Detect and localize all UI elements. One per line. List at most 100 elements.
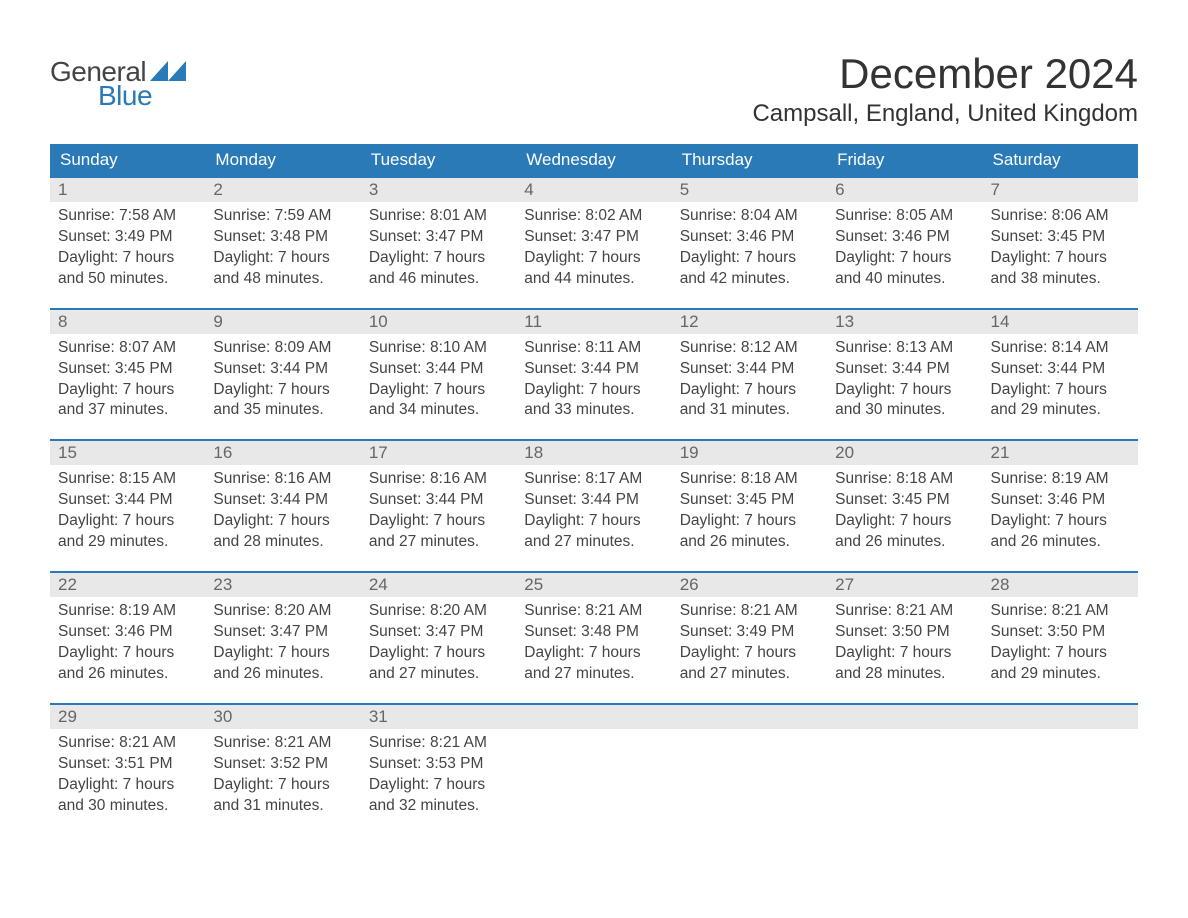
week-row: 8Sunrise: 8:07 AMSunset: 3:45 PMDaylight…: [50, 308, 1138, 428]
day-empty: [827, 705, 982, 823]
day-number: 24: [361, 573, 516, 597]
header: General Blue December 2024 Campsall, Eng…: [50, 50, 1138, 138]
day-number: 30: [205, 705, 360, 729]
day-sunrise: Sunrise: 8:21 AM: [58, 733, 197, 754]
day-body: Sunrise: 8:09 AMSunset: 3:44 PMDaylight:…: [205, 334, 360, 422]
day-cell: 29Sunrise: 8:21 AMSunset: 3:51 PMDayligh…: [50, 705, 205, 823]
day-cell: 19Sunrise: 8:18 AMSunset: 3:45 PMDayligh…: [672, 441, 827, 559]
day-body: Sunrise: 7:59 AMSunset: 3:48 PMDaylight:…: [205, 202, 360, 290]
day-daylight1: Daylight: 7 hours: [835, 511, 974, 532]
day-daylight2: and 26 minutes.: [835, 532, 974, 553]
day-cell: 26Sunrise: 8:21 AMSunset: 3:49 PMDayligh…: [672, 573, 827, 691]
day-sunset: Sunset: 3:46 PM: [835, 227, 974, 248]
day-body: Sunrise: 8:14 AMSunset: 3:44 PMDaylight:…: [983, 334, 1138, 422]
day-daylight2: and 26 minutes.: [213, 664, 352, 685]
day-daylight1: Daylight: 7 hours: [991, 643, 1130, 664]
day-number: 29: [50, 705, 205, 729]
dow-friday: Friday: [827, 144, 982, 176]
day-sunset: Sunset: 3:46 PM: [58, 622, 197, 643]
day-number: [516, 705, 671, 729]
day-body: Sunrise: 8:18 AMSunset: 3:45 PMDaylight:…: [672, 465, 827, 553]
day-body: Sunrise: 8:17 AMSunset: 3:44 PMDaylight:…: [516, 465, 671, 553]
day-daylight1: Daylight: 7 hours: [213, 775, 352, 796]
day-cell: 6Sunrise: 8:05 AMSunset: 3:46 PMDaylight…: [827, 178, 982, 296]
day-daylight2: and 27 minutes.: [524, 664, 663, 685]
day-daylight1: Daylight: 7 hours: [213, 380, 352, 401]
day-daylight1: Daylight: 7 hours: [58, 775, 197, 796]
brand-blue: Blue: [98, 80, 152, 112]
day-daylight1: Daylight: 7 hours: [524, 511, 663, 532]
day-sunset: Sunset: 3:44 PM: [524, 490, 663, 511]
day-number: 16: [205, 441, 360, 465]
day-sunset: Sunset: 3:44 PM: [991, 359, 1130, 380]
day-body: Sunrise: 8:05 AMSunset: 3:46 PMDaylight:…: [827, 202, 982, 290]
day-cell: 24Sunrise: 8:20 AMSunset: 3:47 PMDayligh…: [361, 573, 516, 691]
day-cell: 13Sunrise: 8:13 AMSunset: 3:44 PMDayligh…: [827, 310, 982, 428]
day-cell: 30Sunrise: 8:21 AMSunset: 3:52 PMDayligh…: [205, 705, 360, 823]
day-body: Sunrise: 8:21 AMSunset: 3:50 PMDaylight:…: [827, 597, 982, 685]
day-daylight1: Daylight: 7 hours: [680, 643, 819, 664]
day-number: 3: [361, 178, 516, 202]
day-sunrise: Sunrise: 8:20 AM: [369, 601, 508, 622]
day-daylight1: Daylight: 7 hours: [369, 248, 508, 269]
day-sunrise: Sunrise: 8:05 AM: [835, 206, 974, 227]
day-body: Sunrise: 8:20 AMSunset: 3:47 PMDaylight:…: [205, 597, 360, 685]
day-cell: 15Sunrise: 8:15 AMSunset: 3:44 PMDayligh…: [50, 441, 205, 559]
day-cell: 27Sunrise: 8:21 AMSunset: 3:50 PMDayligh…: [827, 573, 982, 691]
dow-wednesday: Wednesday: [516, 144, 671, 176]
day-daylight1: Daylight: 7 hours: [369, 380, 508, 401]
day-daylight2: and 29 minutes.: [991, 664, 1130, 685]
day-daylight2: and 37 minutes.: [58, 400, 197, 421]
day-sunrise: Sunrise: 8:21 AM: [991, 601, 1130, 622]
day-daylight2: and 35 minutes.: [213, 400, 352, 421]
dow-thursday: Thursday: [672, 144, 827, 176]
days-of-week-header: SundayMondayTuesdayWednesdayThursdayFrid…: [50, 144, 1138, 176]
day-number: 4: [516, 178, 671, 202]
day-number: 15: [50, 441, 205, 465]
day-sunrise: Sunrise: 8:18 AM: [835, 469, 974, 490]
calendar: SundayMondayTuesdayWednesdayThursdayFrid…: [50, 144, 1138, 822]
day-number: 13: [827, 310, 982, 334]
day-daylight1: Daylight: 7 hours: [58, 511, 197, 532]
week-row: 1Sunrise: 7:58 AMSunset: 3:49 PMDaylight…: [50, 176, 1138, 296]
day-sunrise: Sunrise: 8:06 AM: [991, 206, 1130, 227]
day-number: [983, 705, 1138, 729]
day-daylight2: and 30 minutes.: [58, 796, 197, 817]
day-daylight2: and 26 minutes.: [680, 532, 819, 553]
day-sunrise: Sunrise: 8:10 AM: [369, 338, 508, 359]
day-number: 8: [50, 310, 205, 334]
day-body: Sunrise: 8:21 AMSunset: 3:53 PMDaylight:…: [361, 729, 516, 817]
day-daylight1: Daylight: 7 hours: [58, 380, 197, 401]
day-cell: 7Sunrise: 8:06 AMSunset: 3:45 PMDaylight…: [983, 178, 1138, 296]
day-sunrise: Sunrise: 8:21 AM: [213, 733, 352, 754]
day-daylight1: Daylight: 7 hours: [835, 248, 974, 269]
day-sunrise: Sunrise: 8:19 AM: [58, 601, 197, 622]
day-sunrise: Sunrise: 8:21 AM: [680, 601, 819, 622]
day-sunrise: Sunrise: 8:21 AM: [524, 601, 663, 622]
day-number: 5: [672, 178, 827, 202]
day-daylight1: Daylight: 7 hours: [835, 380, 974, 401]
day-sunset: Sunset: 3:53 PM: [369, 754, 508, 775]
day-number: 2: [205, 178, 360, 202]
brand-logo: General Blue: [50, 50, 186, 112]
day-daylight1: Daylight: 7 hours: [680, 380, 819, 401]
day-sunrise: Sunrise: 8:01 AM: [369, 206, 508, 227]
day-daylight2: and 30 minutes.: [835, 400, 974, 421]
day-number: 9: [205, 310, 360, 334]
day-cell: 5Sunrise: 8:04 AMSunset: 3:46 PMDaylight…: [672, 178, 827, 296]
day-sunrise: Sunrise: 8:15 AM: [58, 469, 197, 490]
day-number: 14: [983, 310, 1138, 334]
day-sunset: Sunset: 3:46 PM: [991, 490, 1130, 511]
day-body: Sunrise: 8:02 AMSunset: 3:47 PMDaylight:…: [516, 202, 671, 290]
day-daylight1: Daylight: 7 hours: [991, 511, 1130, 532]
day-sunset: Sunset: 3:45 PM: [835, 490, 974, 511]
day-sunset: Sunset: 3:47 PM: [524, 227, 663, 248]
day-daylight2: and 40 minutes.: [835, 269, 974, 290]
day-body: Sunrise: 8:20 AMSunset: 3:47 PMDaylight:…: [361, 597, 516, 685]
day-sunrise: Sunrise: 8:04 AM: [680, 206, 819, 227]
day-cell: 18Sunrise: 8:17 AMSunset: 3:44 PMDayligh…: [516, 441, 671, 559]
day-daylight1: Daylight: 7 hours: [213, 248, 352, 269]
day-daylight2: and 29 minutes.: [58, 532, 197, 553]
day-cell: 10Sunrise: 8:10 AMSunset: 3:44 PMDayligh…: [361, 310, 516, 428]
day-number: [672, 705, 827, 729]
